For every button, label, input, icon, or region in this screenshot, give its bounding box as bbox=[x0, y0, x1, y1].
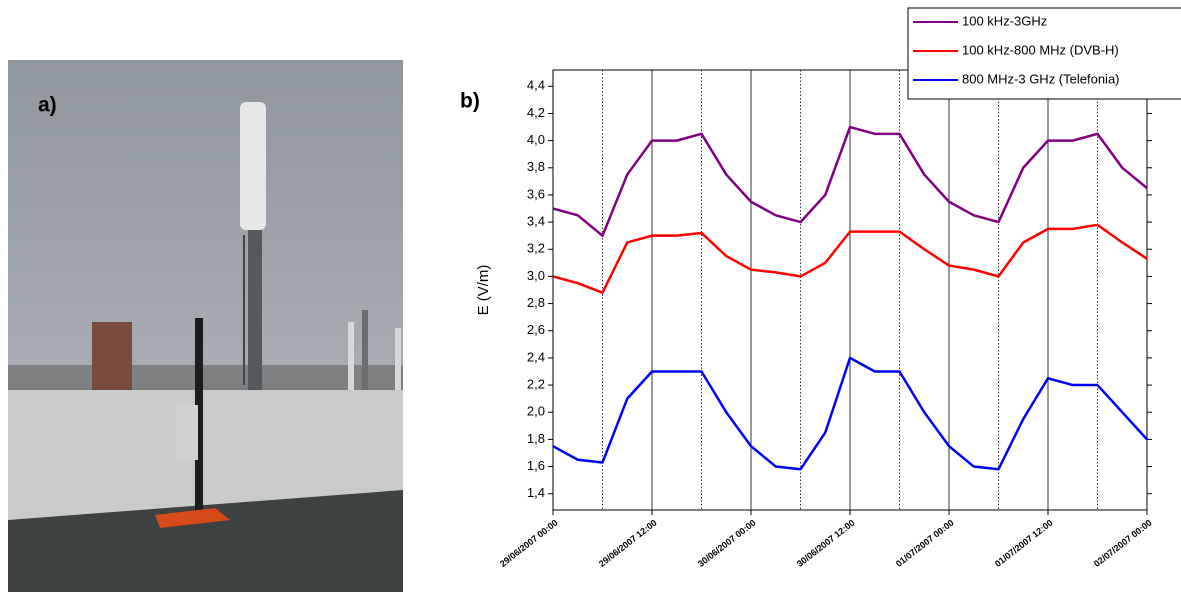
y-tick-label: 2,4 bbox=[527, 349, 545, 364]
chart: 29/06/2007 00:00 29/06/2007 12:00 30/06/20… bbox=[475, 7, 1181, 569]
y-tick-label: 4,0 bbox=[527, 132, 545, 147]
y-tick-label: 2,6 bbox=[527, 322, 545, 337]
x-tick-label: 01/07/2007 12:00 bbox=[993, 518, 1055, 569]
panel-label: a) bbox=[38, 94, 57, 117]
series-line bbox=[552, 125, 1148, 237]
series-line bbox=[552, 223, 1148, 294]
x-tick-label: 30/06/2007 12:00 bbox=[795, 518, 857, 569]
y-tick-label: 2,8 bbox=[527, 295, 545, 310]
y-tick-label: 3,0 bbox=[527, 268, 545, 283]
y-tick-label: 3,2 bbox=[527, 241, 545, 256]
y-tick-label: 1,6 bbox=[527, 458, 545, 473]
x-tick-label: 29/06/2007 00:00 bbox=[498, 518, 560, 569]
x-tick-label: 01/07/2007 00:00 bbox=[894, 518, 956, 569]
y-tick-label: 4,2 bbox=[527, 105, 545, 120]
y-tick-label: 2,0 bbox=[527, 404, 545, 419]
y-tick-label: 3,8 bbox=[527, 159, 545, 174]
legend-label: 800 MHz-3 GHz (Telefonia) bbox=[962, 71, 1120, 86]
y-axis-label: E (V/m) bbox=[475, 265, 492, 316]
x-tick-label: 29/06/2007 12:00 bbox=[597, 518, 659, 569]
y-tick-label: 3,4 bbox=[527, 214, 545, 229]
x-tick-label: 02/07/2007 00:00 bbox=[1092, 518, 1154, 569]
legend-box bbox=[907, 7, 1181, 100]
photo: a) bbox=[8, 60, 403, 592]
y-tick-label: 1,4 bbox=[527, 485, 545, 500]
panel-label: b) bbox=[460, 90, 480, 113]
series-line bbox=[552, 356, 1148, 471]
x-tick-label: 30/06/2007 00:00 bbox=[696, 518, 758, 569]
legend-label: 100 kHz-800 MHz (DVB-H) bbox=[962, 42, 1119, 57]
legend-label: 100 kHz-3GHz bbox=[962, 13, 1047, 28]
y-tick-label: 1,8 bbox=[527, 431, 545, 446]
y-tick-label: 2,2 bbox=[527, 376, 545, 391]
y-tick-label: 4,4 bbox=[527, 78, 545, 93]
y-tick-label: 3,6 bbox=[527, 186, 545, 201]
plot-frame bbox=[552, 69, 1148, 511]
